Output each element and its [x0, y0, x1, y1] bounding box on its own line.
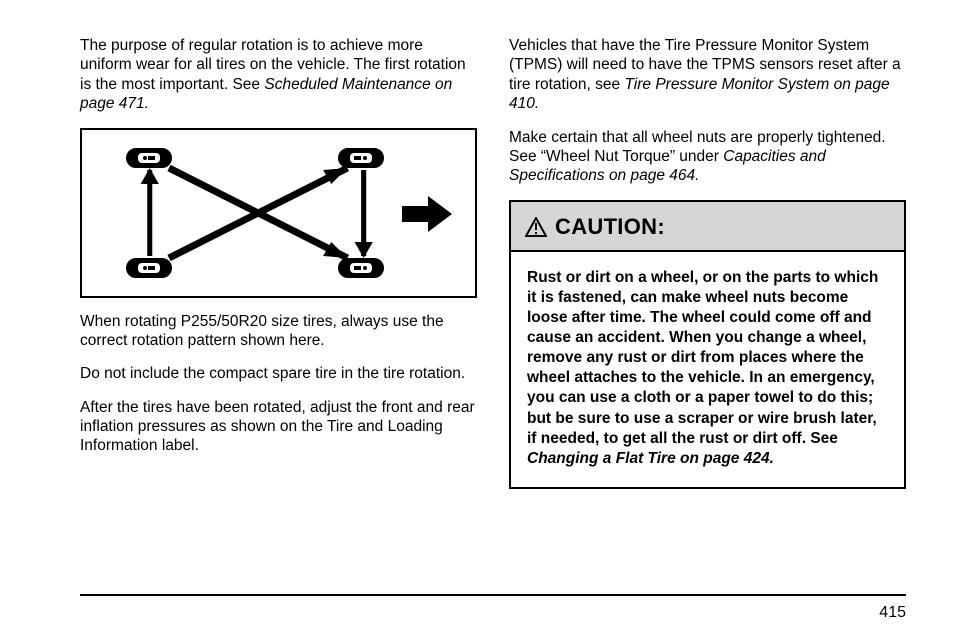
left-column: The purpose of regular rotation is to ac… — [80, 36, 477, 489]
para-wheel-nuts: Make certain that all wheel nuts are pro… — [509, 128, 906, 186]
rotation-diagram — [80, 128, 477, 298]
ref-flat-tire: Changing a Flat Tire on page 424. — [527, 450, 774, 467]
tire-front-left — [126, 148, 172, 168]
manual-page: The purpose of regular rotation is to ac… — [0, 0, 954, 636]
footer-rule — [80, 594, 906, 596]
para-adjust-inflation: After the tires have been rotated, adjus… — [80, 398, 477, 456]
caution-text: Rust or dirt on a wheel, or on the parts… — [527, 268, 888, 469]
para-rotation-size: When rotating P255/50R20 size tires, alw… — [80, 312, 477, 351]
para-tpms: Vehicles that have the Tire Pressure Mon… — [509, 36, 906, 114]
caution-header: CAUTION: — [511, 202, 904, 252]
tire-rear-left — [126, 258, 172, 278]
tire-front-right — [338, 148, 384, 168]
caution-body: Rust or dirt on a wheel, or on the parts… — [511, 252, 904, 487]
caution-box: CAUTION: Rust or dirt on a wheel, or on … — [509, 200, 906, 489]
warning-triangle-icon — [525, 217, 547, 237]
text: Make certain that all wheel nuts are pro… — [509, 129, 886, 165]
tire-rear-right — [338, 258, 384, 278]
para-rotation-purpose: The purpose of regular rotation is to ac… — [80, 36, 477, 114]
columns: The purpose of regular rotation is to ac… — [80, 36, 906, 489]
forward-direction-arrow-icon — [402, 194, 452, 239]
para-spare-exclude: Do not include the compact spare tire in… — [80, 364, 477, 383]
page-number: 415 — [879, 604, 906, 622]
text: Rust or dirt on a wheel, or on the parts… — [527, 269, 878, 447]
diagram-inner — [96, 144, 461, 282]
right-column: Vehicles that have the Tire Pressure Mon… — [509, 36, 906, 489]
caution-label: CAUTION: — [555, 214, 665, 240]
